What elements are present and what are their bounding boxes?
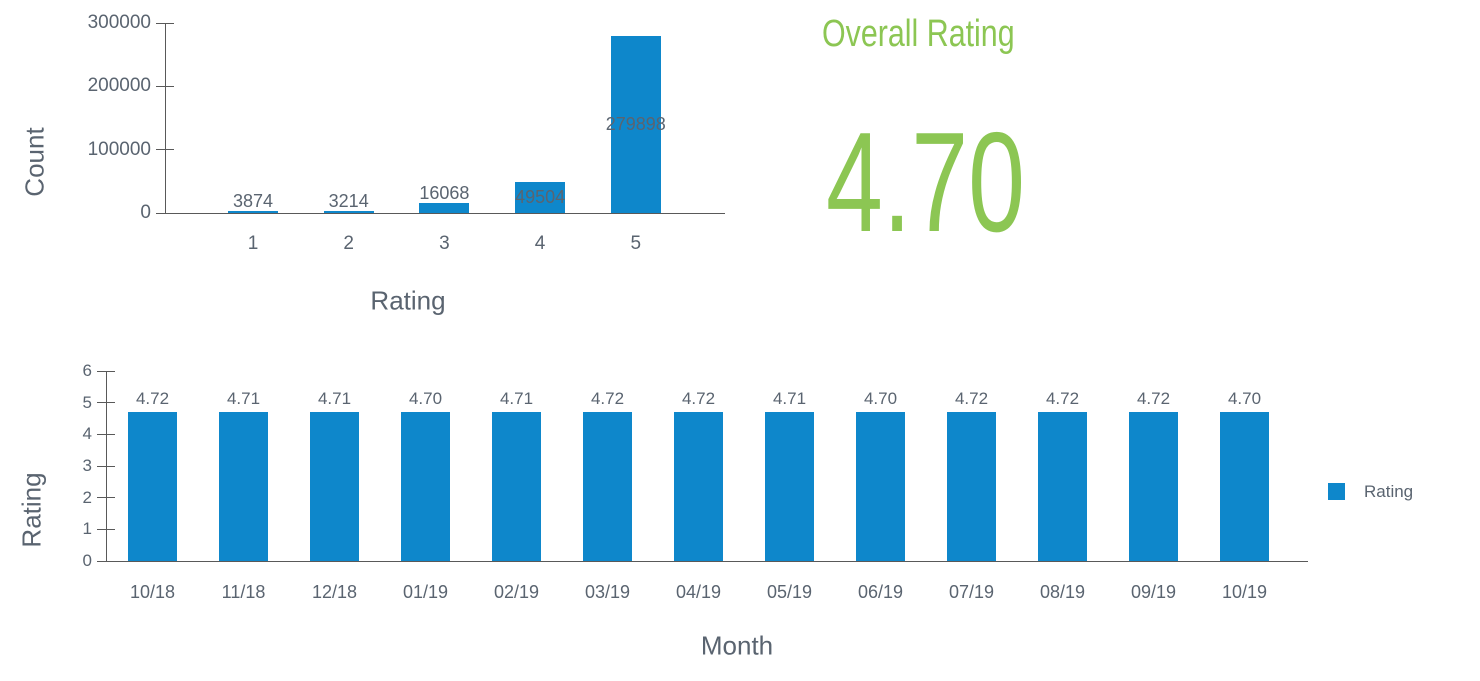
x-tick-label: 4 xyxy=(534,233,546,254)
bar-value-label: 4.70 xyxy=(408,389,443,409)
bar-value-label: 16068 xyxy=(419,182,470,203)
y-tick-label: 0 xyxy=(82,551,92,570)
bar-value-label: 4.70 xyxy=(1227,389,1262,409)
bar-value-label: 3874 xyxy=(232,190,274,211)
y-axis-line xyxy=(165,23,166,213)
bar-02/19[interactable] xyxy=(492,411,541,561)
y-tick-mark xyxy=(97,528,115,530)
bar-value-label: 4.72 xyxy=(1136,388,1171,408)
bar-07/19[interactable] xyxy=(947,411,996,561)
rating-axis-title: Rating xyxy=(370,285,446,316)
bar-1[interactable] xyxy=(228,210,278,213)
y-tick-mark xyxy=(97,370,115,372)
legend-swatch-icon xyxy=(1328,483,1345,500)
bar-06/19[interactable] xyxy=(856,412,905,561)
y-tick-label: 0 xyxy=(140,202,151,223)
bar-01/19[interactable] xyxy=(401,412,450,561)
bar-03/19[interactable] xyxy=(583,411,632,561)
x-tick-label: 5 xyxy=(630,233,642,254)
bar-value-label: 3214 xyxy=(328,190,369,211)
x-tick-label: 1 xyxy=(247,233,259,254)
bar-value-label: 4.71 xyxy=(317,388,352,408)
bar-2[interactable] xyxy=(323,210,374,213)
y-tick-label: 4 xyxy=(82,424,92,444)
bar-value-label: 4.72 xyxy=(590,388,625,408)
bar-value-label: 4.70 xyxy=(863,389,898,409)
bar-value-label: 4.72 xyxy=(681,388,716,408)
bar-04/19[interactable] xyxy=(674,411,723,561)
bar-value-label: 4.71 xyxy=(226,388,261,408)
y-tick-mark xyxy=(97,433,115,435)
x-tick-label: 09/19 xyxy=(1130,582,1177,602)
y-tick-label: 2 xyxy=(82,487,92,507)
y-tick-label: 1 xyxy=(82,519,92,539)
y-tick-mark xyxy=(97,497,115,499)
x-tick-label: 2 xyxy=(343,233,354,254)
overall-rating-value: 4.70 xyxy=(826,103,1025,262)
bar-12/18[interactable] xyxy=(310,411,359,561)
y-tick-mark xyxy=(156,22,174,24)
x-tick-label: 05/19 xyxy=(766,582,813,602)
y-tick-mark xyxy=(156,85,174,87)
y-tick-mark xyxy=(97,560,115,562)
bar-value-label: 4.72 xyxy=(954,388,989,408)
x-tick-label: 10/19 xyxy=(1221,582,1268,602)
overall-rating-title: Overall Rating xyxy=(822,13,1015,55)
bar-3[interactable] xyxy=(419,202,470,213)
x-tick-label: 12/18 xyxy=(311,582,358,602)
y-tick-mark xyxy=(156,149,174,151)
y-tick-mark xyxy=(156,212,174,214)
y-tick-label: 3 xyxy=(82,456,92,475)
bar-value-label: 4.72 xyxy=(135,388,170,408)
bar-08/19[interactable] xyxy=(1038,411,1087,561)
y-tick-label: 300000 xyxy=(87,12,151,33)
y-tick-label: 6 xyxy=(82,361,92,380)
y-tick-mark xyxy=(97,465,115,467)
x-tick-label: 08/19 xyxy=(1039,582,1086,602)
month-axis-title: Month xyxy=(700,630,774,661)
bar-09/19[interactable] xyxy=(1129,411,1178,561)
bar-value-label: 279898 xyxy=(605,114,666,135)
bar-value-label: 4.72 xyxy=(1045,388,1080,408)
y-tick-label: 100000 xyxy=(87,138,151,160)
y-tick-label: 200000 xyxy=(87,75,151,97)
x-tick-label: 03/19 xyxy=(584,582,631,602)
bar-10/18[interactable] xyxy=(128,411,177,561)
x-tick-label: 02/19 xyxy=(493,582,540,602)
bar-5[interactable] xyxy=(610,35,661,213)
x-axis-line xyxy=(106,561,1308,562)
bar-4[interactable] xyxy=(515,181,566,213)
legend-item-rating[interactable]: Rating xyxy=(1328,481,1413,502)
bar-05/19[interactable] xyxy=(765,411,814,561)
y-tick-mark xyxy=(97,402,115,404)
bar-10/19[interactable] xyxy=(1220,412,1269,561)
bar-11/18[interactable] xyxy=(219,411,268,561)
y-tick-label: 5 xyxy=(82,392,92,412)
bar-value-label: 4.71 xyxy=(772,388,807,408)
legend-label: Rating xyxy=(1364,482,1414,501)
x-axis-line xyxy=(165,213,725,214)
x-tick-label: 11/18 xyxy=(221,582,266,602)
x-tick-label: 06/19 xyxy=(857,582,904,602)
bar-value-label: 4.71 xyxy=(499,388,534,408)
x-tick-label: 10/18 xyxy=(129,582,176,602)
x-tick-label: 01/19 xyxy=(402,582,449,602)
x-tick-label: 04/19 xyxy=(675,582,722,602)
x-tick-label: 3 xyxy=(439,233,450,254)
x-tick-label: 07/19 xyxy=(948,582,995,602)
bar-value-label: 49504 xyxy=(515,187,566,208)
